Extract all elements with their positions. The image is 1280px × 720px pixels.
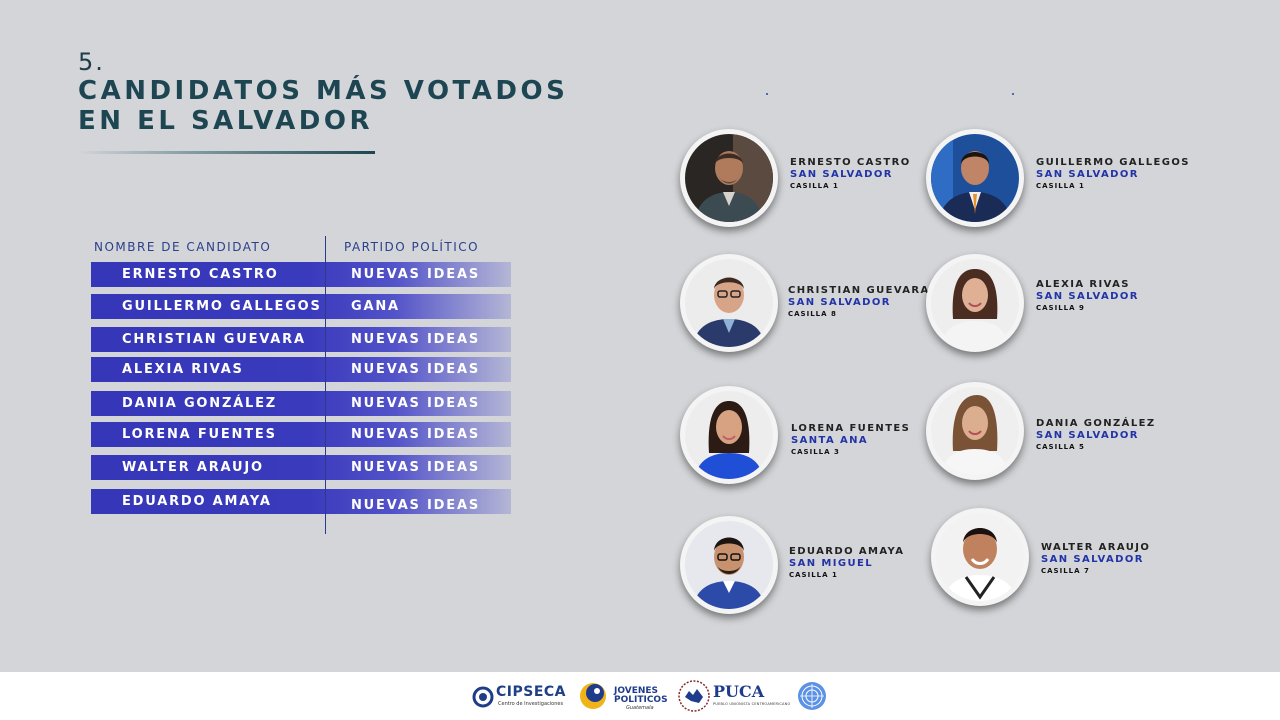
candidate-name: CHRISTIAN GUEVARA	[788, 285, 930, 296]
cipseca-logo: CIPSECA Centro de Investigaciones	[472, 678, 566, 714]
row-party: NUEVAS IDEAS	[351, 332, 480, 347]
candidate-place: SAN SALVADOR	[1041, 554, 1144, 565]
table-row: EDUARDO AMAYA NUEVAS IDEAS	[91, 489, 511, 514]
row-name: EDUARDO AMAYA	[122, 494, 272, 509]
row-party: NUEVAS IDEAS	[351, 460, 480, 475]
person-portrait-icon	[936, 513, 1024, 601]
candidate-place: SANTA ANA	[791, 435, 869, 446]
row-name: GUILLERMO GALLEGOS	[122, 299, 322, 314]
guatemala-tag: Guatemala	[626, 705, 654, 711]
candidates-table: NOMBRE DE CANDIDATO PARTIDO POLÍTICO ERN…	[91, 236, 511, 536]
candidate-casilla: CASILLA 7	[1041, 567, 1090, 575]
candidate-casilla: CASILLA 1	[790, 182, 839, 190]
row-party: NUEVAS IDEAS	[351, 267, 480, 282]
decorative-dot	[766, 93, 768, 95]
row-name: DANIA GONZÁLEZ	[122, 396, 278, 411]
candidate-photo	[926, 254, 1024, 352]
row-name: CHRISTIAN GUEVARA	[122, 332, 306, 347]
person-portrait-icon	[931, 134, 1019, 222]
candidate-casilla: CASILLA 9	[1036, 304, 1085, 312]
candidate-casilla: CASILLA 8	[788, 310, 837, 318]
candidate-name: DANIA GONZÁLEZ	[1036, 418, 1156, 429]
row-name: LORENA FUENTES	[122, 427, 277, 442]
candidate-name: LORENA FUENTES	[791, 423, 911, 434]
person-portrait-icon	[685, 521, 773, 609]
candidate-photo	[680, 254, 778, 352]
footer-logos-bar: CIPSECA Centro de Investigaciones JOVENE…	[0, 672, 1280, 720]
row-name: WALTER ARAUJO	[122, 460, 264, 475]
cipseca-subtitle: Centro de Investigaciones	[498, 701, 564, 707]
candidate-name: ERNESTO CASTRO	[790, 157, 911, 168]
row-party: GANA	[351, 299, 400, 314]
column-divider	[325, 236, 326, 534]
candidate-name: GUILLERMO GALLEGOS	[1036, 157, 1190, 168]
header-candidate-name: NOMBRE DE CANDIDATO	[94, 240, 272, 254]
row-party: NUEVAS IDEAS	[351, 427, 480, 442]
table-row: LORENA FUENTES NUEVAS IDEAS	[91, 422, 511, 447]
cipseca-name: CIPSECA	[496, 684, 566, 700]
candidate-place: SAN SALVADOR	[788, 297, 891, 308]
row-party: NUEVAS IDEAS	[351, 362, 480, 377]
politicos-label: POLITICOS	[614, 695, 668, 705]
candidate-photo	[680, 386, 778, 484]
candidate-casilla: CASILLA 3	[791, 448, 840, 456]
table-row: ERNESTO CASTRO NUEVAS IDEAS	[91, 262, 511, 287]
person-portrait-icon	[931, 387, 1019, 475]
puca-name: PUCA	[713, 682, 765, 701]
person-portrait-icon	[685, 259, 773, 347]
decorative-dot	[1012, 93, 1014, 95]
candidate-place: SAN SALVADOR	[1036, 169, 1139, 180]
table-row: WALTER ARAUJO NUEVAS IDEAS	[91, 455, 511, 480]
header-political-party: PARTIDO POLÍTICO	[344, 240, 480, 254]
person-portrait-icon	[685, 134, 773, 222]
jovenes-label: JOVENES	[614, 686, 659, 696]
candidate-name: WALTER ARAUJO	[1041, 542, 1151, 553]
table-row: ALEXIA RIVAS NUEVAS IDEAS	[91, 357, 511, 382]
puca-subtitle: PUEBLO UNIONISTA CENTROAMERICANO	[713, 702, 791, 706]
section-number: 5.	[78, 48, 105, 76]
title-line-1: CANDIDATOS MÁS VOTADOS	[78, 76, 569, 106]
title-underline	[78, 151, 375, 154]
person-portrait-icon	[931, 259, 1019, 347]
puca-logo: PUCA PUEBLO UNIONISTA CENTROAMERICANO	[677, 678, 790, 714]
puca-seal-icon	[678, 680, 710, 712]
jovenes-politicos-icon	[580, 683, 606, 709]
candidate-name: EDUARDO AMAYA	[789, 546, 905, 557]
person-portrait-icon	[685, 391, 773, 479]
candidate-place: SAN MIGUEL	[789, 558, 873, 569]
row-name: ERNESTO CASTRO	[122, 267, 279, 282]
table-row: GUILLERMO GALLEGOS GANA	[91, 294, 511, 319]
candidate-place: SAN SALVADOR	[1036, 430, 1139, 441]
un-emblem-icon	[798, 682, 826, 710]
row-party: NUEVAS IDEAS	[351, 498, 480, 513]
candidate-place: SAN SALVADOR	[1036, 291, 1139, 302]
slide: 5. CANDIDATOS MÁS VOTADOS EN EL SALVADOR…	[78, 48, 1190, 614]
red-mundial-logo: JOVENES POLITICOS Guatemala	[578, 678, 668, 714]
candidate-place: SAN SALVADOR	[790, 169, 893, 180]
cipseca-icon	[472, 686, 494, 708]
candidate-name: ALEXIA RIVAS	[1036, 279, 1130, 290]
candidate-casilla: CASILLA 5	[1036, 443, 1085, 451]
row-party: NUEVAS IDEAS	[351, 396, 480, 411]
candidate-photo	[680, 516, 778, 614]
row-name: ALEXIA RIVAS	[122, 362, 244, 377]
title-line-2: EN EL SALVADOR	[78, 106, 373, 136]
table-row: DANIA GONZÁLEZ NUEVAS IDEAS	[91, 391, 511, 416]
candidate-casilla: CASILLA 1	[789, 571, 838, 579]
page-title: CANDIDATOS MÁS VOTADOS EN EL SALVADOR	[78, 76, 568, 136]
un-logo	[795, 678, 831, 714]
candidate-photo	[680, 129, 778, 227]
candidate-casilla: CASILLA 1	[1036, 182, 1085, 190]
candidate-photo	[926, 129, 1024, 227]
table-row: CHRISTIAN GUEVARA NUEVAS IDEAS	[91, 327, 511, 352]
candidate-photo	[926, 382, 1024, 480]
candidate-photo	[931, 508, 1029, 606]
